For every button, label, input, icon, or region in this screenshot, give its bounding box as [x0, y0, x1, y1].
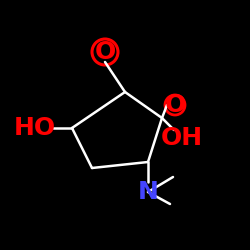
Text: OH: OH — [161, 126, 203, 150]
Text: HO: HO — [14, 116, 56, 140]
Text: N: N — [138, 180, 158, 204]
Text: O: O — [94, 40, 116, 64]
Text: O: O — [164, 93, 186, 117]
